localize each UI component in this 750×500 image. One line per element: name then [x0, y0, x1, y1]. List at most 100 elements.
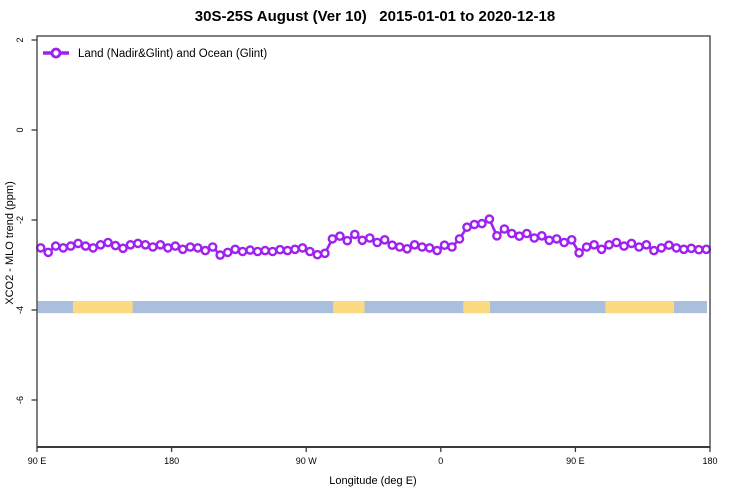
- series-marker: [342, 235, 353, 246]
- series-marker: [177, 244, 188, 255]
- series-marker: [118, 243, 128, 254]
- series-marker: [626, 238, 637, 249]
- legend: Land (Nadir&Glint) and Ocean (Glint): [43, 47, 267, 60]
- series-marker: [679, 244, 689, 255]
- series-marker: [230, 244, 240, 255]
- series-marker: [522, 228, 532, 239]
- series-marker: [103, 237, 113, 248]
- series-marker: [649, 245, 659, 256]
- series-marker: [641, 239, 652, 250]
- series-marker: [492, 230, 502, 241]
- series-marker: [581, 242, 592, 252]
- series-marker: [305, 246, 315, 257]
- series-marker: [140, 239, 151, 250]
- series-marker: [544, 235, 555, 246]
- x-tick-label: 90 E: [28, 456, 47, 466]
- series-marker: [529, 233, 540, 243]
- legend-marker-icon: [50, 47, 62, 59]
- series-marker: [357, 235, 368, 246]
- series-marker: [409, 239, 420, 250]
- series-marker: [477, 218, 487, 229]
- series-marker: [694, 244, 704, 255]
- series-marker: [267, 246, 278, 257]
- series-marker: [207, 242, 218, 252]
- series-marker: [701, 244, 712, 255]
- series-marker: [237, 246, 248, 257]
- series-marker: [43, 247, 54, 258]
- y-tick-label: 0: [15, 127, 25, 132]
- y-tick-label: 2: [15, 37, 25, 42]
- series-marker: [245, 245, 255, 255]
- series-marker: [73, 238, 83, 249]
- series-marker: [469, 219, 480, 230]
- plot-render-root: 90 E 180 90 W 0 90 E 180 2 0 -2 -4 -6: [15, 35, 718, 466]
- series-marker: [80, 241, 91, 251]
- series-marker: [35, 243, 46, 253]
- series-marker: [551, 234, 562, 244]
- series-marker: [297, 243, 308, 253]
- x-tick-label: 180: [702, 456, 717, 466]
- series-marker: [290, 244, 300, 255]
- surface-band-land-segment: [605, 301, 675, 314]
- series-marker: [282, 245, 293, 256]
- series-marker: [50, 241, 61, 251]
- series-marker: [163, 243, 173, 253]
- series-marker: [611, 237, 622, 248]
- series-marker: [447, 242, 457, 252]
- series-marker: [432, 245, 442, 256]
- series-marker: [462, 222, 472, 232]
- series-marker: [559, 237, 570, 248]
- series-marker: [484, 214, 495, 224]
- series-marker: [110, 240, 121, 251]
- series-marker: [335, 231, 345, 241]
- series-marker: [454, 234, 465, 244]
- surface-band-land-segment: [72, 301, 133, 314]
- series-marker: [619, 241, 629, 251]
- y-axis-ticks: 2 0 -2 -4 -6: [15, 37, 37, 404]
- series-marker: [686, 243, 697, 254]
- series-marker: [671, 243, 682, 253]
- series-marker: [200, 245, 211, 256]
- series-marker: [170, 241, 181, 251]
- series-marker: [372, 237, 383, 248]
- x-tick-label: 0: [438, 456, 443, 466]
- series-marker: [499, 224, 510, 234]
- x-tick-label: 180: [164, 456, 179, 466]
- series-marker: [222, 247, 233, 258]
- series-marker: [656, 243, 667, 253]
- x-tick-label: 90 W: [296, 456, 318, 466]
- series-marker: [604, 239, 614, 250]
- series-marker: [155, 239, 166, 250]
- series-marker: [439, 240, 450, 250]
- series-marker: [566, 234, 577, 245]
- surface-band-land-segment: [463, 301, 491, 314]
- y-tick-label: -2: [15, 216, 25, 224]
- data-series: [35, 214, 712, 260]
- series-marker: [379, 234, 390, 245]
- series-marker: [514, 231, 525, 241]
- series-marker: [133, 238, 143, 249]
- series-marker: [506, 228, 517, 239]
- series-marker: [65, 241, 76, 251]
- series-marker: [349, 229, 360, 240]
- series-marker: [574, 247, 584, 258]
- series-marker: [327, 234, 338, 244]
- surface-band: [37, 301, 708, 314]
- series-marker: [424, 243, 435, 253]
- series-marker: [58, 243, 69, 253]
- x-tick-label: 90 E: [566, 456, 585, 466]
- x-axis-title: Longitude (deg E): [329, 475, 416, 487]
- series-marker: [537, 230, 547, 241]
- series-marker: [148, 242, 158, 252]
- series-marker: [185, 242, 196, 252]
- y-tick-label: -4: [15, 306, 25, 314]
- y-tick-label: -6: [15, 396, 25, 404]
- series-marker: [664, 240, 674, 250]
- chart-title: 30S-25S August (Ver 10) 2015-01-01 to 20…: [194, 8, 556, 25]
- series-marker: [260, 245, 270, 256]
- series-marker: [192, 243, 203, 253]
- series-marker: [125, 239, 136, 250]
- surface-band-land-segment: [333, 301, 365, 314]
